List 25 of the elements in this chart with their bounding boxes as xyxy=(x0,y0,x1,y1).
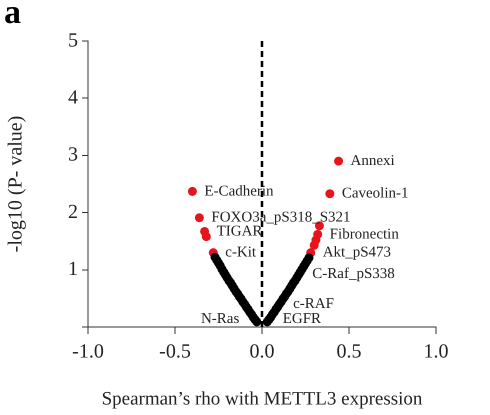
annotation: EGFR xyxy=(282,311,322,328)
x-tick-label: 1.0 xyxy=(424,340,448,362)
annotation: c-Kit xyxy=(225,244,257,261)
annotation: C-Raf_pS338 xyxy=(312,266,395,282)
x-tick-label: -0.5 xyxy=(159,340,191,362)
annotation: Annexi xyxy=(350,153,395,170)
annotation: N-Ras xyxy=(200,311,240,328)
annotation: FOXO3a_pS318_S321 xyxy=(211,210,351,226)
annotation: c-RAF xyxy=(293,296,334,312)
y-tick-label: 2 xyxy=(68,200,78,223)
annotation: Caveolin-1 xyxy=(342,186,409,202)
annotation: TIGAR xyxy=(216,223,262,240)
text: a xyxy=(4,0,21,32)
x-tick-label: 0.0 xyxy=(250,340,274,362)
annotation: E-Cadherin xyxy=(204,183,274,200)
annotation: Akt_pS473 xyxy=(322,244,392,261)
y-tick-label: 1 xyxy=(68,258,78,280)
y-tick-label: 4 xyxy=(68,86,78,108)
x-tick-label: 0.5 xyxy=(336,340,362,362)
x-tick-label: -1.0 xyxy=(72,340,104,362)
x-axis-title: Spearman’s rho with METTL3 expression xyxy=(102,388,423,410)
y-tick-label: 3 xyxy=(68,144,78,166)
annotation: Fibronectin xyxy=(330,226,400,242)
y-axis-title: -log10 (P- value) xyxy=(4,116,26,252)
y-tick-label: 5 xyxy=(68,29,78,52)
